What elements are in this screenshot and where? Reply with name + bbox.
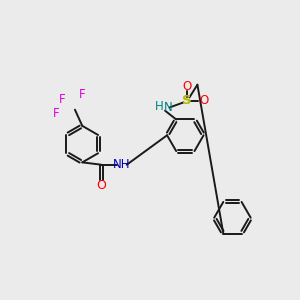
- Text: F: F: [59, 93, 66, 106]
- Text: F: F: [53, 107, 60, 120]
- Text: S: S: [182, 94, 192, 107]
- Text: O: O: [199, 94, 208, 107]
- Text: N: N: [164, 101, 172, 114]
- Text: F: F: [79, 88, 86, 101]
- Text: H: H: [155, 100, 164, 113]
- Text: O: O: [182, 80, 192, 93]
- Text: NH: NH: [113, 158, 130, 171]
- Text: O: O: [97, 179, 106, 192]
